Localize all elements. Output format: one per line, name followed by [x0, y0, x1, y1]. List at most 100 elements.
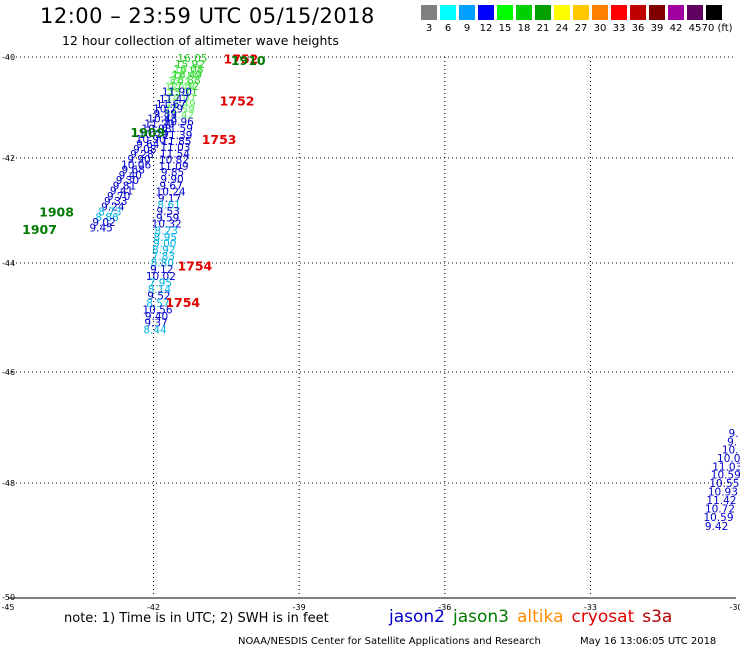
legend-swatch [516, 5, 532, 20]
swh-value-label: 16.49 [172, 70, 202, 82]
lat-tick-label: -44 [2, 259, 15, 268]
swh-value-label: 9.70 [107, 191, 130, 203]
lon-tick-label: -39 [293, 603, 306, 612]
swh-value-label: 14.17 [174, 65, 204, 77]
legend-label: 12 [479, 23, 493, 34]
swh-value-label: 9.37 [144, 317, 167, 329]
swh-value-label: 11.59 [163, 123, 193, 135]
legend-label: 3 [425, 23, 433, 34]
swh-value-label: 9.33 [104, 196, 127, 208]
swh-value-label: 10.90 [136, 134, 166, 146]
swh-value-label: 9.40 [145, 311, 168, 323]
page-title: 12:00 – 23:59 UTC 05/15/2018 [40, 4, 375, 28]
swh-value-label: 8.61 [157, 200, 180, 212]
swh-value-label: 9.41 [110, 186, 133, 198]
pass-time-label: 1752 [224, 52, 259, 67]
swh-value-label: 9.02 [92, 217, 115, 229]
swh-value-label: 8.80 [151, 257, 174, 269]
pass-time-label: 1908 [39, 205, 74, 220]
legend-label: 15 [498, 23, 512, 34]
legend-swatch [706, 5, 722, 20]
swh-value-label: 9.00 [153, 238, 176, 250]
lon-tick-label: -36 [438, 603, 451, 612]
swh-value-label: 10.98 [141, 124, 171, 136]
swh-value-label: 11.54 [160, 148, 190, 160]
swh-value-label: 12.49 [166, 98, 196, 110]
swh-value-label: 8.73 [98, 207, 121, 219]
swh-value-label: 11.09 [158, 161, 188, 173]
swh-value-label: 9.30 [116, 175, 139, 187]
swh-value-label: 9.12 [150, 264, 173, 276]
legend-label: 33 [612, 23, 626, 34]
legend-swatch [478, 5, 494, 20]
legend-swatch [668, 5, 684, 20]
swh-value-label: 10.06 [121, 159, 151, 171]
swh-value-label: 10.79 [153, 104, 183, 116]
swh-value-label: 12.59 [165, 104, 195, 116]
generated-timestamp: May 16 13:06:05 UTC 2018 [580, 636, 717, 647]
legend-swatch [497, 5, 513, 20]
swh-value-label: 16.05 [177, 53, 207, 65]
swh-value-label: 11.85 [161, 136, 191, 148]
swh-value-label: 10.55 [709, 478, 739, 490]
swh-value-label: 10.0 [717, 453, 740, 465]
pass-time-label: 1753 [202, 132, 237, 147]
legend-swatch [459, 5, 475, 20]
swh-value-label: 7.95 [149, 278, 172, 290]
swh-value-label: 11.20 [144, 119, 174, 131]
swh-value-label: 11.67 [156, 99, 186, 111]
swh-value-label: 11.42 [706, 495, 736, 507]
pass-time-label: 1909 [130, 125, 165, 140]
legend-swatch [440, 5, 456, 20]
swh-value-label: 9.90 [160, 174, 183, 186]
swh-value-label: 7.83 [152, 251, 175, 263]
swh-value-label: 9.67 [159, 180, 182, 192]
satellite-cryosat: cryosat [571, 607, 635, 627]
swh-value-label: 8.92 [152, 244, 175, 256]
swh-value-label: 10.93 [708, 487, 738, 499]
satellite-legend: jason2 jason3 altika cryosat s3a [389, 607, 680, 627]
swh-value-label: 11.03 [712, 461, 740, 473]
swh-value-label: 9.89 [154, 109, 177, 121]
pass-time-label: 1907 [22, 222, 57, 237]
legend-swatch [611, 5, 627, 20]
lat-tick-label: -48 [2, 479, 15, 488]
swh-value-label: 9.90 [127, 154, 150, 166]
swh-value-label: 11.90 [162, 86, 192, 98]
swh-value-label: 14.07 [166, 92, 196, 104]
footer-note: note: 1) Time is in UTC; 2) SWH is in fe… [64, 611, 329, 626]
swh-value-label: 10.56 [142, 304, 172, 316]
swh-value-label: 9.59 [156, 212, 179, 224]
swh-value-label: 9.24 [101, 201, 125, 213]
swh-value-label: 8.44 [143, 324, 167, 336]
legend-label: 42 [669, 23, 683, 34]
legend-label: 45 [688, 23, 702, 34]
lat-tick-label: -50 [2, 593, 15, 602]
swh-value-label: 9.40 [119, 170, 142, 182]
lon-tick-label: -42 [147, 603, 160, 612]
swh-value-label: 8.86 [95, 212, 119, 224]
swh-value-label: 16.88 [171, 75, 201, 87]
swh-value-label: 9. [729, 428, 739, 440]
swh-value-label: 11.39 [162, 130, 192, 142]
swh-value-label: 9. [727, 436, 737, 448]
satellite-jason3: jason3 [453, 607, 509, 627]
page-subtitle: 12 hour collection of altimeter wave hei… [62, 33, 339, 48]
credit-line: NOAA/NESDIS Center for Satellite Applica… [238, 636, 541, 647]
legend-label: 18 [517, 23, 531, 34]
legend-label: 39 [650, 23, 664, 34]
swh-value-label: 13.17 [168, 76, 198, 88]
swh-value-label: 9.53 [156, 206, 179, 218]
swh-value-label: 10.02 [146, 271, 176, 283]
legend-label: 27 [574, 23, 588, 34]
legend-swatch [421, 5, 437, 20]
legend-swatch [592, 5, 608, 20]
swh-value-label: 9.08 [133, 144, 156, 156]
swh-value-label: 10.82 [159, 155, 189, 167]
legend-label: 9 [463, 23, 471, 34]
pass-time-label: 1754 [165, 295, 200, 310]
swh-value-label: 10.32 [152, 219, 182, 231]
swh-value-label: 11.47 [159, 94, 189, 106]
lon-tick-label: -33 [584, 603, 597, 612]
